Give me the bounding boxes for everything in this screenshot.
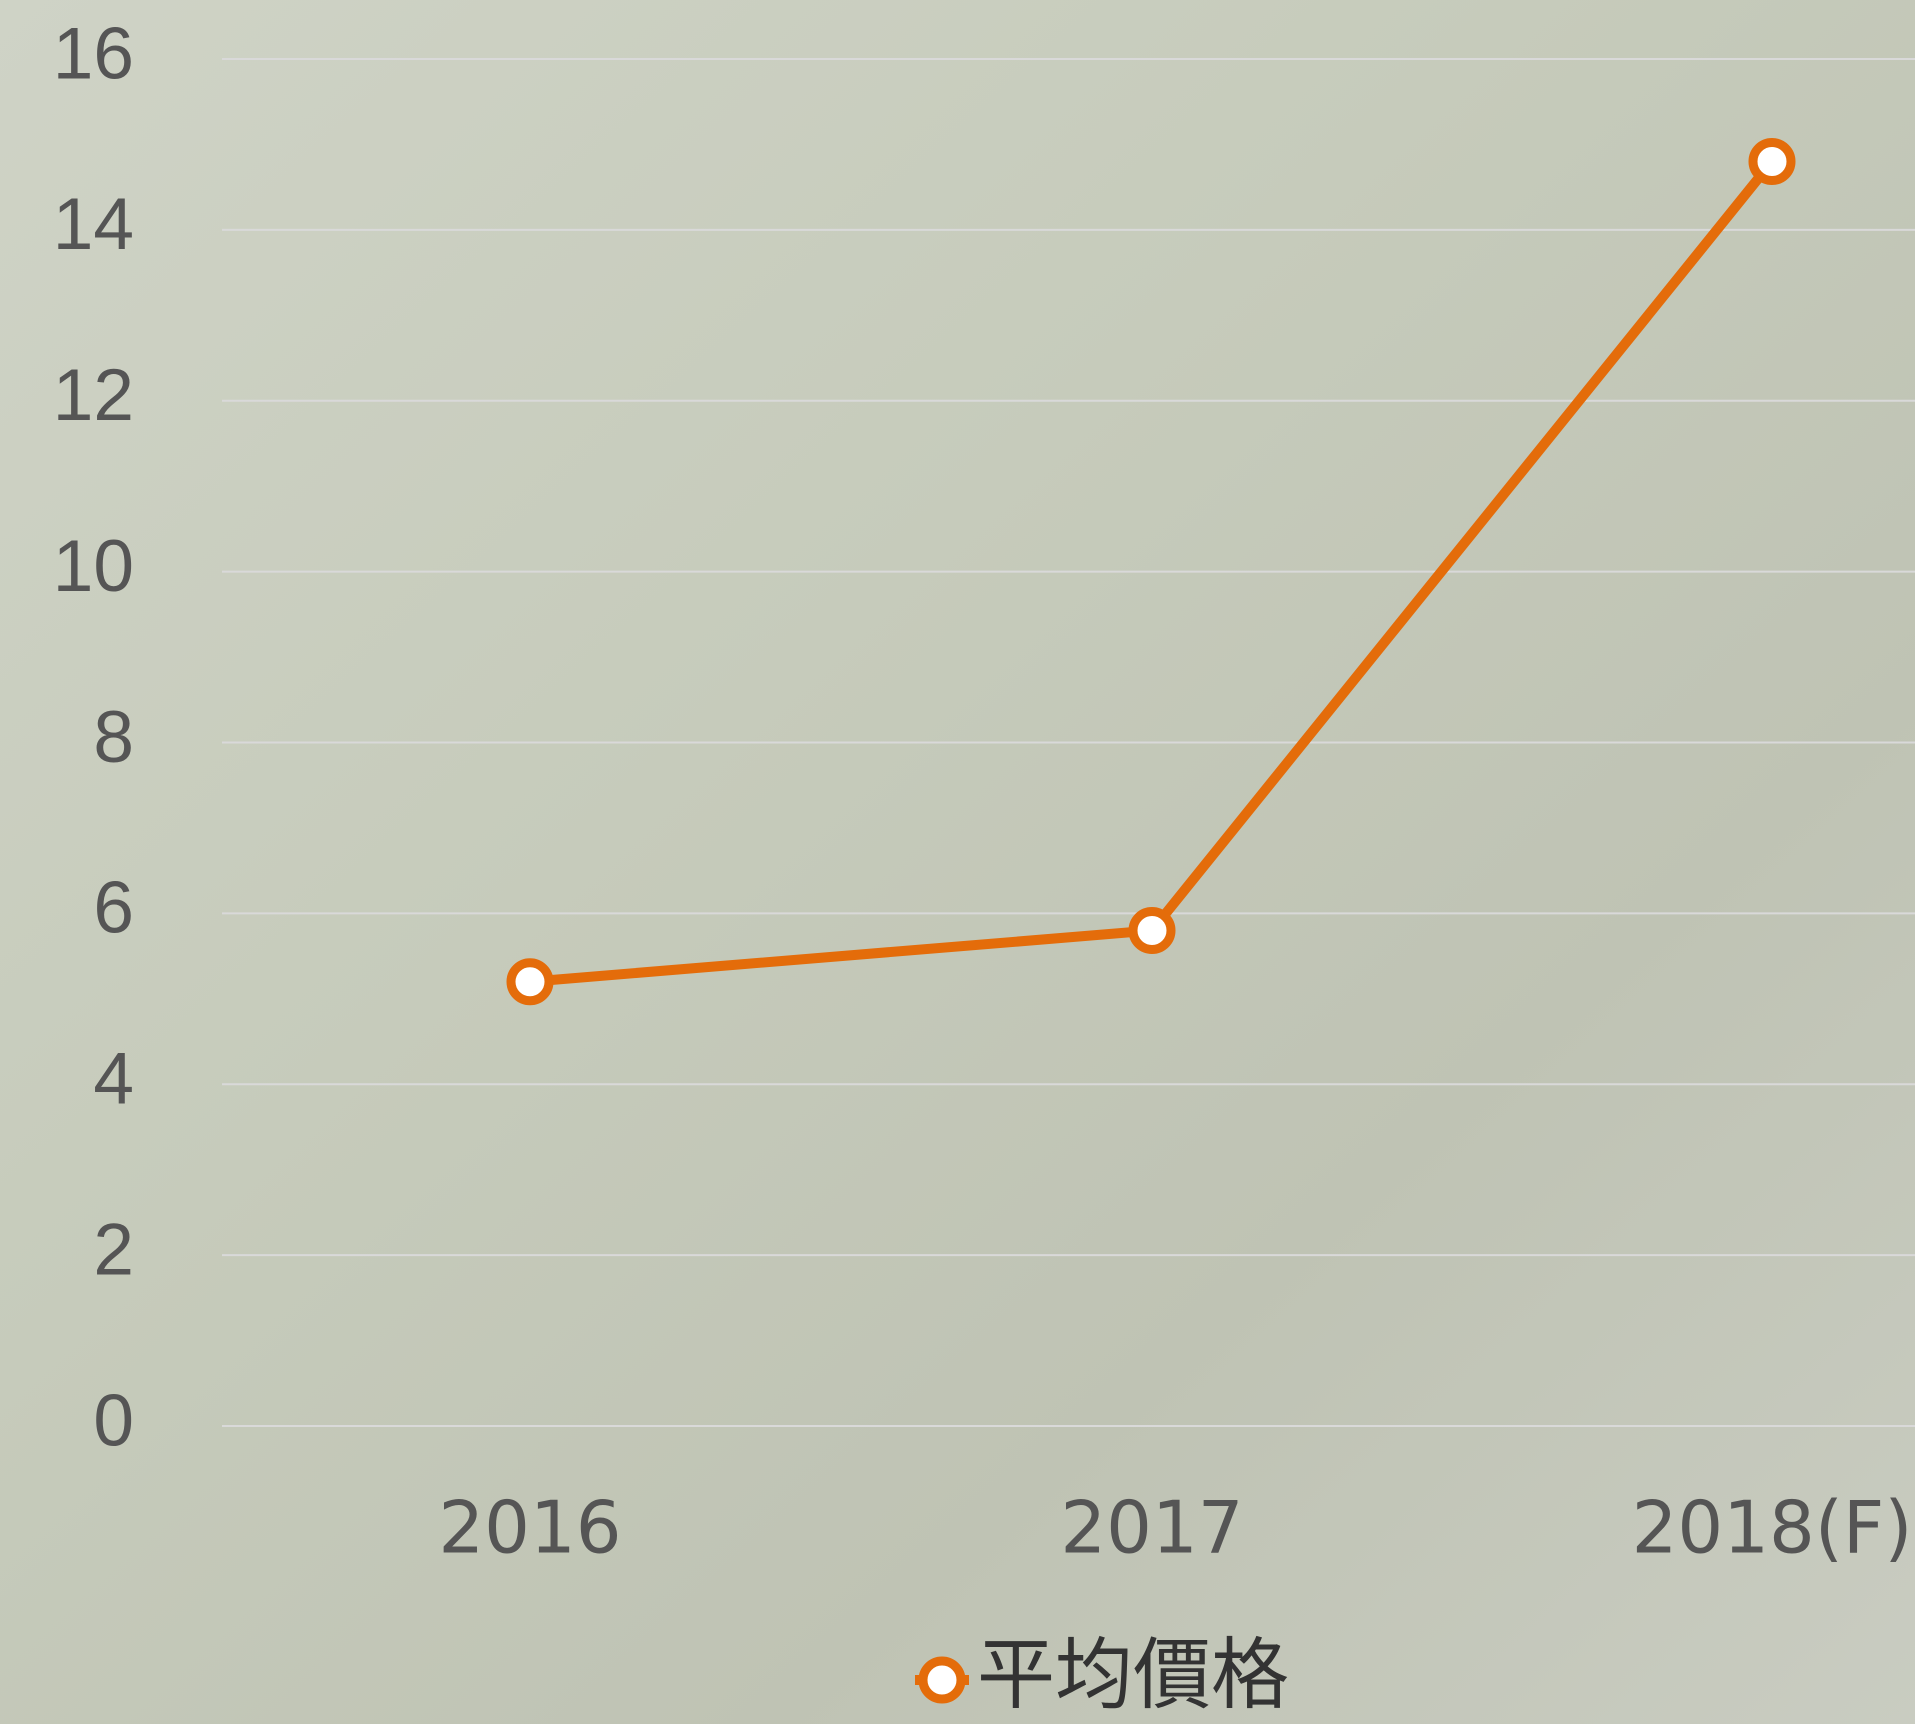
y-tick-label: 8 bbox=[93, 697, 134, 778]
x-tick-label: 2018(F) bbox=[1632, 1486, 1913, 1570]
y-tick-label: 14 bbox=[53, 184, 134, 265]
y-tick-label: 12 bbox=[53, 355, 134, 436]
legend-marker bbox=[923, 1661, 961, 1699]
y-tick-label: 10 bbox=[53, 526, 134, 607]
data-point bbox=[1133, 911, 1171, 949]
y-tick-label: 0 bbox=[93, 1380, 134, 1461]
legend-label: 平均價格 bbox=[977, 1630, 1289, 1720]
data-point bbox=[1753, 143, 1791, 181]
y-tick-label: 6 bbox=[93, 868, 134, 949]
background bbox=[0, 0, 1915, 1724]
x-tick-label: 2016 bbox=[438, 1486, 621, 1570]
y-tick-label: 16 bbox=[53, 13, 134, 94]
x-tick-label: 2017 bbox=[1060, 1486, 1243, 1570]
chart: 0 2 4 6 8 10 12 14 16 2016 2017 2018(F) 平均價格 bbox=[0, 0, 1915, 1724]
y-tick-label: 4 bbox=[93, 1039, 134, 1120]
data-point bbox=[511, 963, 549, 1001]
y-tick-label: 2 bbox=[93, 1209, 134, 1290]
